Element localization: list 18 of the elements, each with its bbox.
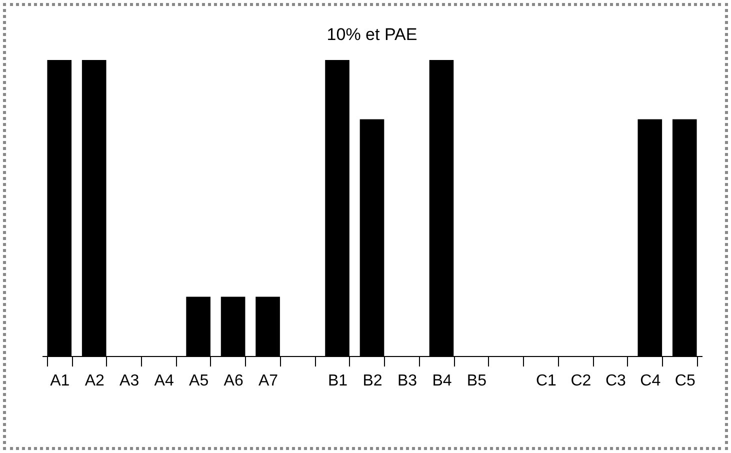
x-tick-label: B1: [328, 372, 348, 390]
chart-title: 10% et PAE: [326, 25, 418, 44]
x-tick-label: C3: [605, 372, 626, 390]
x-tick-label: A4: [154, 372, 174, 390]
x-tick-label: A3: [120, 372, 140, 390]
x-tick-label: A5: [189, 372, 209, 390]
x-tick-label: C5: [674, 372, 696, 390]
x-tick-label: A7: [258, 372, 278, 390]
x-tick-label: C4: [640, 372, 661, 390]
x-tick-label: A2: [84, 372, 104, 390]
x-tick-label: B2: [362, 372, 382, 390]
x-tick-label: B5: [466, 372, 487, 390]
x-tick-label: B4: [432, 372, 452, 390]
x-tick-label: A1: [50, 372, 70, 390]
x-tick-label: C1: [536, 372, 557, 390]
x-tick-label: C2: [570, 372, 592, 390]
x-tick-label: B3: [397, 372, 418, 390]
x-tick-label: A6: [224, 372, 244, 390]
